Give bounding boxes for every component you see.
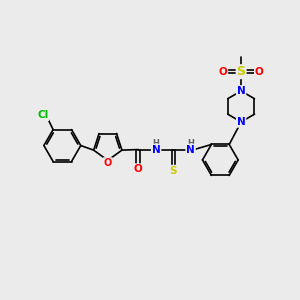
Text: N: N	[237, 117, 245, 127]
Text: H: H	[187, 139, 194, 148]
Text: O: O	[104, 158, 112, 168]
Text: S: S	[169, 166, 177, 176]
Text: H: H	[153, 139, 160, 148]
Text: N: N	[237, 86, 245, 96]
Text: S: S	[237, 65, 246, 78]
Text: N: N	[186, 145, 195, 154]
Text: O: O	[255, 67, 264, 77]
Text: O: O	[134, 164, 143, 174]
Text: O: O	[219, 67, 227, 77]
Text: Cl: Cl	[37, 110, 48, 120]
Text: N: N	[152, 145, 161, 154]
